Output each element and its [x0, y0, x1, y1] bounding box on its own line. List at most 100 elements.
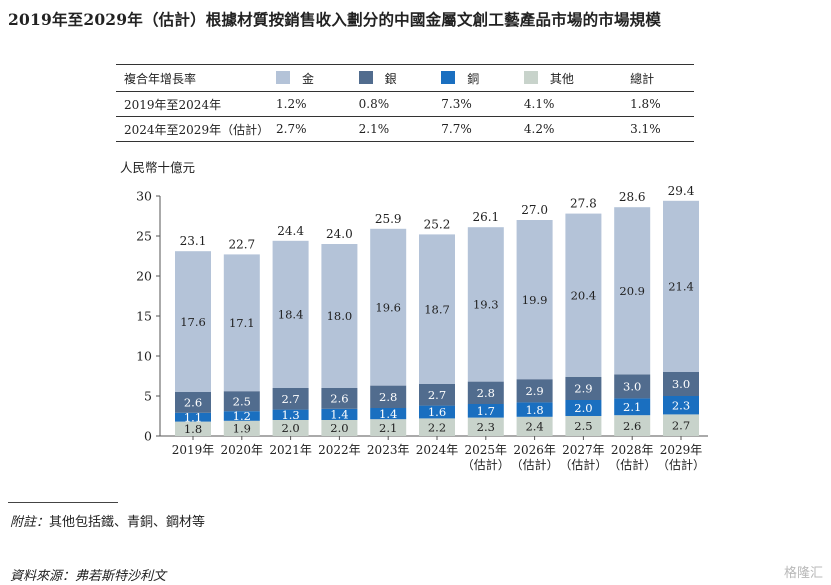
total-label: 24.0 — [326, 227, 353, 241]
data-label: 2.0 — [330, 421, 348, 435]
cagr-value: 4.1% — [523, 97, 555, 111]
bar-segment — [614, 207, 651, 375]
cagr-value: 2.1% — [354, 116, 438, 142]
cagr-value: 2.7% — [272, 116, 355, 142]
chart-title: 2019年至2029年（估計）根據材質按銷售收入劃分的中國金屬文創工藝產品市場的… — [8, 10, 662, 29]
data-label: 17.6 — [180, 315, 206, 329]
cagr-value: 1.2% — [276, 97, 307, 111]
bar-segment — [663, 396, 699, 415]
data-label: 2.3 — [672, 398, 690, 412]
y-tick-label: 10 — [136, 349, 152, 364]
data-label: 2.9 — [574, 382, 592, 396]
y-tick-label: 0 — [144, 429, 152, 444]
legend-gold: 金 — [272, 64, 355, 92]
total-label: 28.6 — [619, 190, 646, 204]
cagr-value: 0.8% — [358, 97, 390, 111]
x-tick-sublabel: （估計） — [657, 457, 705, 472]
data-label: 2.8 — [477, 386, 495, 400]
legend-swatch-copper — [441, 70, 456, 84]
bar-segment — [223, 254, 260, 392]
bar-segment — [516, 220, 553, 380]
cagr-value: 4.2% — [519, 116, 627, 142]
legend-swatch-other — [523, 70, 538, 84]
data-label: 2.7 — [428, 388, 446, 402]
watermark: 格隆汇 — [783, 566, 823, 581]
bar-segment — [370, 419, 407, 436]
bar-segment — [614, 374, 651, 399]
total-label: 25.9 — [375, 212, 402, 226]
data-label: 2.6 — [330, 392, 348, 406]
bar-segment — [419, 384, 455, 406]
y-tick-label: 30 — [136, 189, 152, 204]
x-tick-label: 2027年 — [562, 443, 605, 457]
cagr-value: 3.1% — [626, 116, 694, 142]
legend-copper: 銅 — [437, 64, 520, 92]
data-label: 20.9 — [619, 284, 645, 298]
bar-segment — [467, 227, 504, 382]
x-tick-label: 2023年 — [367, 443, 410, 457]
legend-other: 其他 — [519, 64, 627, 92]
bar-segment — [565, 213, 602, 377]
data-label: 2.5 — [574, 419, 592, 433]
data-label: 18.4 — [278, 308, 304, 322]
cagr-period: 2024年至2029年（估計） — [116, 116, 272, 142]
stacked-bar-chart: 人民幣十億元0510152025301.81.12.617.623.12019年… — [120, 160, 708, 472]
bar-segment — [223, 420, 260, 436]
bar-segment — [614, 398, 651, 416]
y-axis-label: 人民幣十億元 — [120, 160, 195, 175]
data-label: 21.4 — [668, 280, 694, 294]
bar-segment — [516, 379, 553, 403]
cagr-header-label: 複合年增長率 — [116, 64, 272, 92]
x-tick-sublabel: （估計） — [608, 457, 656, 472]
y-tick-label: 20 — [136, 269, 152, 284]
data-label: 1.3 — [281, 408, 299, 422]
data-label: 2.1 — [623, 400, 641, 414]
data-label: 2.7 — [281, 392, 299, 406]
data-label: 3.0 — [672, 377, 690, 391]
total-label: 24.4 — [277, 224, 304, 238]
data-label: 2.8 — [379, 390, 397, 404]
data-label: 18.7 — [424, 302, 450, 316]
data-label: 19.3 — [473, 298, 499, 312]
data-label: 17.1 — [229, 316, 255, 330]
y-tick-label: 15 — [136, 309, 152, 324]
data-label: 2.0 — [574, 401, 592, 415]
bar-segment — [663, 372, 699, 396]
legend-silver: 銀 — [354, 64, 438, 92]
x-tick-label: 2025年 — [465, 443, 508, 457]
data-label: 2.1 — [379, 421, 397, 435]
data-label: 1.1 — [184, 410, 202, 424]
total-label: 25.2 — [424, 217, 451, 231]
data-label: 1.8 — [184, 422, 202, 436]
data-label: 1.7 — [477, 404, 495, 418]
bar-segment — [419, 234, 455, 384]
bar-segment — [516, 416, 553, 436]
total-label: 29.4 — [668, 184, 695, 198]
total-label: 22.7 — [228, 237, 255, 251]
bar-segment — [565, 400, 602, 416]
data-label: 2.6 — [623, 419, 641, 433]
data-label: 3.0 — [623, 380, 641, 394]
bar-segment — [175, 412, 211, 422]
bar-segment — [223, 391, 260, 412]
bar-segment — [272, 388, 309, 410]
bar-segment — [467, 404, 504, 418]
bar-segment — [663, 414, 699, 436]
y-tick-label: 25 — [136, 229, 152, 244]
bar-segment — [370, 385, 407, 408]
bar-segment — [272, 409, 309, 420]
data-label: 2.6 — [184, 396, 202, 410]
data-label: 2.2 — [428, 420, 446, 434]
footnote-text: 其他包括鐵、青銅、鋼材等 — [49, 515, 206, 530]
cagr-period: 2019年至2024年 — [124, 97, 222, 112]
legend-swatch-gold — [276, 70, 290, 84]
data-label: 20.4 — [571, 288, 597, 302]
cagr-value: 1.8% — [630, 97, 661, 111]
cagr-row: 2019年至2024年 1.2% 0.8% 7.3% 4.1% 1.8% — [116, 92, 694, 117]
bar-segment — [370, 228, 407, 386]
bar-segment — [467, 417, 504, 436]
x-tick-label: 2029年 — [660, 443, 703, 457]
bar-segment — [565, 416, 602, 436]
bar-segment — [175, 251, 211, 392]
x-tick-label: 2021年 — [269, 443, 312, 457]
